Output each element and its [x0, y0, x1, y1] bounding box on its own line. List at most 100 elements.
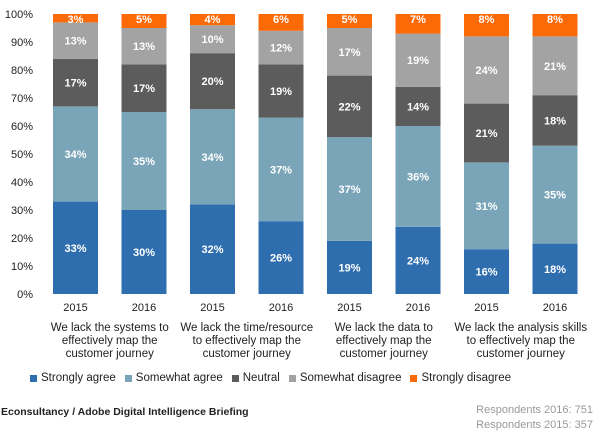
bars: [53, 14, 578, 294]
x-tick-label: 2015: [474, 302, 498, 314]
data-labels: 33% 34% 17% 13% 3% 30% 35% 17% 13% 5% 32% 34% 20% 10%…: [64, 14, 566, 279]
legend-item: Neutral: [231, 372, 280, 384]
bar-segment: [327, 137, 372, 241]
x-tick-label: 2016: [406, 302, 430, 314]
bar-segment: [395, 86, 441, 126]
bar-segment: [53, 201, 98, 294]
bar-segment: [532, 145, 578, 244]
bar-segment: [464, 162, 509, 250]
y-tick-label: 60%: [11, 121, 33, 133]
bar-segment: [532, 36, 578, 96]
data-label: 17%: [338, 47, 360, 59]
legend-label: Neutral: [242, 372, 280, 384]
bar-segment: [464, 36, 509, 104]
legend-swatch: [124, 374, 132, 382]
data-label: 21%: [544, 61, 566, 73]
legend-swatch: [288, 374, 296, 382]
legend-swatch: [231, 374, 239, 382]
data-label: 19%: [407, 55, 429, 67]
bar-segment: [190, 14, 235, 26]
data-label: 3%: [68, 14, 84, 26]
bar-segment: [395, 33, 441, 87]
bar-segment: [121, 112, 167, 210]
y-axis: 0% 10% 20% 30% 40% 50% 60% 70% 80% 90% 100%: [5, 9, 33, 301]
bar-segment: [190, 53, 235, 110]
bar-segment: [532, 95, 578, 146]
legend-item: Somewhat agree: [124, 372, 223, 384]
bar-segment: [395, 226, 441, 294]
data-label: 7%: [410, 14, 426, 26]
bar-segment: [121, 28, 167, 65]
bar-segment: [190, 25, 235, 54]
bar-segment: [464, 249, 509, 294]
data-label: 34%: [201, 152, 223, 164]
y-tick-label: 50%: [11, 149, 33, 161]
data-label: 24%: [475, 65, 497, 77]
bar-segment: [53, 22, 98, 59]
legend-label: Strongly disagree: [421, 372, 511, 384]
y-tick-label: 20%: [11, 233, 33, 245]
group-label: We lack the systems to effectively map t…: [50, 322, 169, 360]
data-label: 10%: [201, 34, 223, 46]
data-label: 20%: [201, 76, 223, 88]
data-label: 32%: [201, 244, 223, 256]
respondents-2016: Respondents 2016: 751: [476, 404, 593, 416]
legend-swatch: [30, 374, 37, 382]
legend-label: Somewhat agree: [135, 372, 223, 384]
x-tick-label: 2016: [269, 302, 293, 314]
data-label: 36%: [407, 171, 429, 183]
legend-item: Somewhat disagree: [288, 372, 401, 384]
data-label: 8%: [479, 14, 495, 26]
y-tick-label: 70%: [11, 93, 33, 105]
bar-segment: [327, 240, 372, 294]
data-label: 30%: [133, 247, 155, 259]
legend-swatch: [410, 374, 418, 382]
data-label: 13%: [64, 36, 86, 48]
bar-segment: [53, 14, 98, 23]
data-label: 6%: [273, 14, 289, 26]
x-axis: 2015 2016 2015 2016 2015 2016 2015 2016: [63, 302, 567, 314]
data-label: 33%: [64, 243, 86, 255]
bar-segment: [532, 243, 578, 294]
data-label: 37%: [338, 184, 360, 196]
data-label: 19%: [270, 86, 292, 98]
x-tick-label: 2016: [543, 302, 567, 314]
data-label: 24%: [407, 255, 429, 267]
x-tick-label: 2015: [200, 302, 224, 314]
bar-segment: [327, 14, 372, 28]
y-tick-label: 40%: [11, 177, 33, 189]
data-label: 34%: [64, 149, 86, 161]
data-label: 19%: [338, 262, 360, 274]
y-tick-label: 100%: [5, 9, 33, 21]
bar-segment: [395, 14, 441, 34]
bar-segment: [190, 204, 235, 294]
data-label: 12%: [270, 43, 292, 55]
data-label: 18%: [544, 264, 566, 276]
data-label: 35%: [544, 190, 566, 202]
data-label: 13%: [133, 41, 155, 53]
bar-segment: [53, 106, 98, 202]
bar-segment: [121, 210, 167, 294]
y-tick-label: 30%: [11, 205, 33, 217]
bar-segment: [258, 30, 304, 65]
legend-label: Strongly agree: [41, 372, 116, 384]
bar-segment: [464, 103, 509, 163]
legend-item: Strongly agree: [30, 372, 116, 384]
data-label: 17%: [64, 78, 86, 90]
bar-segment: [258, 64, 304, 118]
bar-segment: [464, 14, 509, 37]
bar-segment: [258, 117, 304, 222]
group-label: We lack the data to effectively map the …: [334, 322, 433, 360]
bar-segment: [532, 14, 578, 37]
bar-segment: [121, 64, 167, 112]
bar-segment: [258, 221, 304, 294]
data-label: 4%: [205, 14, 221, 26]
bar-segment: [53, 58, 98, 107]
x-tick-label: 2016: [132, 302, 156, 314]
bar-segment: [327, 75, 372, 138]
data-label: 14%: [407, 101, 429, 113]
group-label: We lack the time/resource to effectively…: [180, 322, 314, 360]
bar-segment: [121, 14, 167, 28]
bar-segment: [327, 28, 372, 76]
